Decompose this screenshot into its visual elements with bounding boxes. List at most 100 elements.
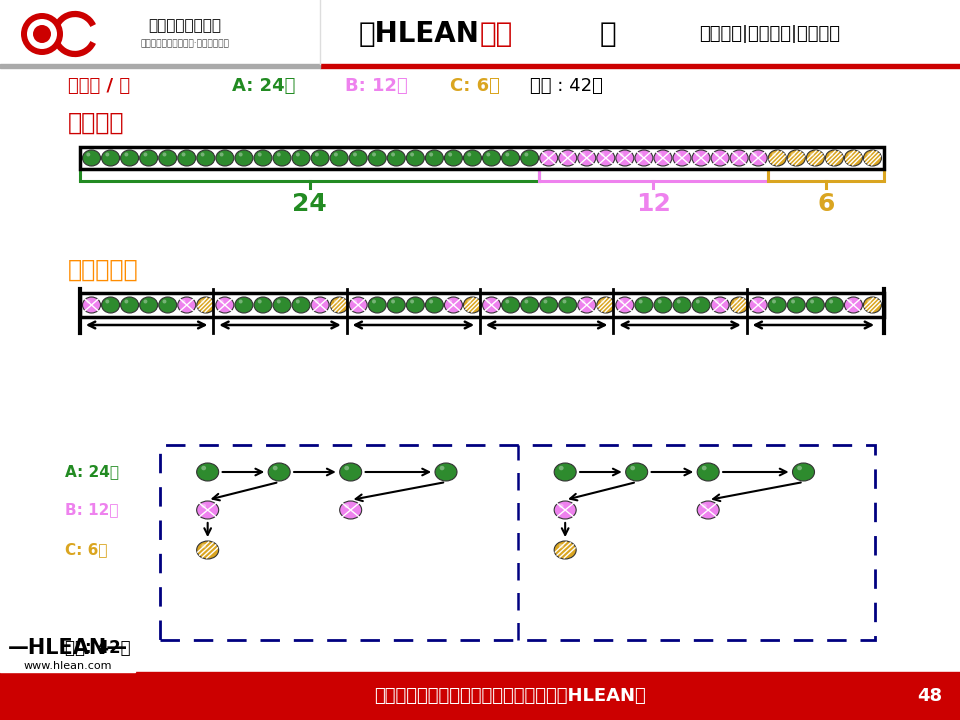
Ellipse shape	[125, 300, 129, 304]
Ellipse shape	[524, 153, 528, 156]
Ellipse shape	[863, 297, 881, 313]
Text: 【HLEAN: 【HLEAN	[359, 20, 480, 48]
Bar	[0, 64, 320, 68]
Bar	[0, 634, 135, 672]
Ellipse shape	[559, 466, 564, 470]
Ellipse shape	[826, 297, 844, 313]
Ellipse shape	[702, 504, 707, 508]
Ellipse shape	[311, 150, 329, 166]
Ellipse shape	[768, 297, 786, 313]
Ellipse shape	[162, 300, 166, 304]
Ellipse shape	[483, 150, 500, 166]
Ellipse shape	[444, 150, 463, 166]
Ellipse shape	[296, 153, 300, 156]
Text: B: 12个: B: 12个	[65, 503, 118, 518]
Ellipse shape	[487, 300, 491, 304]
Ellipse shape	[601, 300, 605, 304]
Ellipse shape	[673, 150, 691, 166]
Ellipse shape	[582, 300, 586, 304]
Ellipse shape	[692, 150, 710, 166]
Ellipse shape	[677, 300, 681, 304]
Ellipse shape	[554, 501, 576, 519]
Ellipse shape	[220, 300, 224, 304]
Ellipse shape	[143, 153, 148, 156]
Text: 12: 12	[636, 192, 671, 216]
Ellipse shape	[559, 544, 564, 549]
Ellipse shape	[83, 297, 101, 313]
Text: 平准化生产: 平准化生产	[68, 258, 138, 282]
Ellipse shape	[139, 150, 157, 166]
Ellipse shape	[501, 150, 519, 166]
Ellipse shape	[202, 544, 206, 549]
Ellipse shape	[202, 466, 206, 470]
Ellipse shape	[353, 153, 357, 156]
Ellipse shape	[487, 153, 491, 156]
Ellipse shape	[692, 297, 710, 313]
Ellipse shape	[749, 297, 767, 313]
Ellipse shape	[863, 150, 881, 166]
Ellipse shape	[340, 501, 362, 519]
Ellipse shape	[715, 153, 719, 156]
Text: —HLEAN—: —HLEAN—	[8, 638, 128, 658]
Ellipse shape	[425, 150, 444, 166]
Ellipse shape	[197, 463, 219, 481]
Ellipse shape	[369, 297, 386, 313]
Ellipse shape	[102, 297, 120, 313]
Ellipse shape	[387, 297, 405, 313]
Ellipse shape	[349, 150, 367, 166]
Ellipse shape	[276, 153, 280, 156]
Ellipse shape	[867, 300, 872, 304]
Ellipse shape	[619, 300, 624, 304]
Ellipse shape	[410, 300, 414, 304]
Ellipse shape	[696, 300, 700, 304]
Ellipse shape	[391, 300, 395, 304]
Ellipse shape	[829, 300, 833, 304]
Ellipse shape	[791, 153, 795, 156]
Ellipse shape	[391, 153, 395, 156]
Ellipse shape	[793, 463, 814, 481]
Ellipse shape	[845, 297, 862, 313]
Ellipse shape	[178, 150, 196, 166]
Ellipse shape	[257, 300, 262, 304]
Ellipse shape	[254, 150, 272, 166]
Ellipse shape	[139, 297, 157, 313]
Ellipse shape	[239, 300, 243, 304]
Bar	[80, 147, 884, 169]
Text: 中国先进精益管理体系·智能制造系统: 中国先进精益管理体系·智能制造系统	[140, 40, 229, 48]
Ellipse shape	[524, 300, 528, 304]
Ellipse shape	[697, 463, 719, 481]
Ellipse shape	[143, 300, 148, 304]
Ellipse shape	[197, 501, 219, 519]
Ellipse shape	[106, 300, 109, 304]
Ellipse shape	[315, 153, 319, 156]
Ellipse shape	[216, 150, 234, 166]
Ellipse shape	[340, 463, 362, 481]
Ellipse shape	[268, 463, 290, 481]
Ellipse shape	[429, 300, 433, 304]
Ellipse shape	[372, 153, 376, 156]
Ellipse shape	[21, 13, 63, 55]
Ellipse shape	[635, 297, 653, 313]
Ellipse shape	[353, 300, 357, 304]
Ellipse shape	[696, 153, 700, 156]
Text: 合计 : 42个: 合计 : 42个	[530, 77, 603, 95]
Ellipse shape	[554, 541, 576, 559]
Ellipse shape	[829, 153, 833, 156]
Ellipse shape	[468, 153, 471, 156]
Ellipse shape	[448, 300, 452, 304]
Ellipse shape	[27, 19, 57, 49]
Ellipse shape	[787, 150, 805, 166]
Text: C: 6个: C: 6个	[65, 542, 108, 557]
Ellipse shape	[638, 153, 642, 156]
Ellipse shape	[597, 150, 614, 166]
Ellipse shape	[334, 300, 338, 304]
Ellipse shape	[753, 300, 756, 304]
Ellipse shape	[616, 297, 634, 313]
Ellipse shape	[601, 153, 605, 156]
Ellipse shape	[520, 150, 539, 166]
Ellipse shape	[239, 153, 243, 156]
Ellipse shape	[734, 153, 738, 156]
Ellipse shape	[345, 504, 349, 508]
Ellipse shape	[464, 297, 482, 313]
Ellipse shape	[554, 463, 576, 481]
